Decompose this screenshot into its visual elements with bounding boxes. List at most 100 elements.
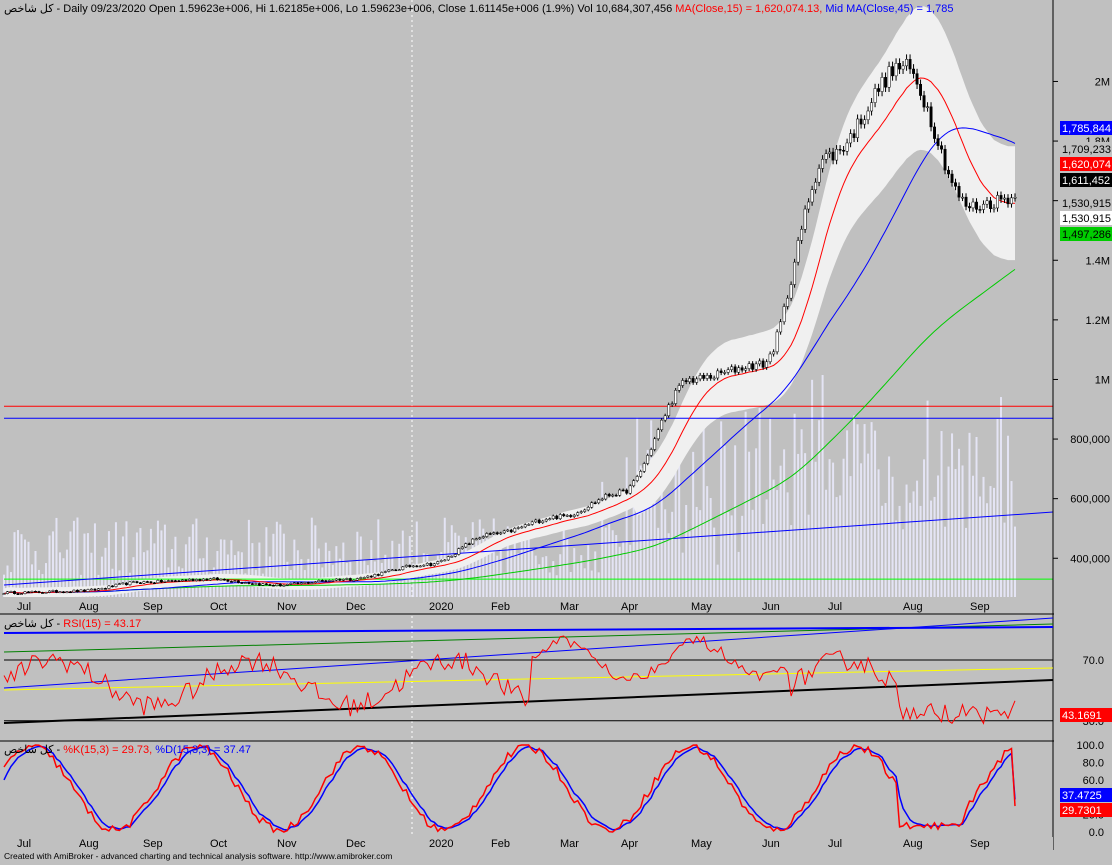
volume-bar bbox=[762, 523, 765, 597]
candle-body bbox=[513, 528, 517, 533]
price-header: كل شاخص - Daily 09/23/2020 Open 1.59623e… bbox=[4, 3, 953, 15]
price-tick-label: 1.4M bbox=[1086, 255, 1110, 267]
rsi-header: كل شاخص - RSI(15) = 43.17 bbox=[4, 618, 141, 630]
volume-bar bbox=[296, 550, 299, 597]
volume-bar bbox=[804, 453, 807, 597]
volume-bar bbox=[76, 517, 79, 597]
volume-bar bbox=[184, 544, 187, 597]
candle-body bbox=[142, 581, 146, 584]
candle-body bbox=[432, 563, 436, 566]
price-tick-label: 800,000 bbox=[1070, 434, 1110, 446]
time-label-bottom: Jun bbox=[762, 838, 780, 850]
price-badge-bg bbox=[1060, 142, 1112, 156]
volume-bar bbox=[3, 574, 5, 597]
volume-bar bbox=[944, 526, 947, 597]
candle-body bbox=[460, 546, 464, 549]
candle-body bbox=[698, 375, 702, 380]
candle-body bbox=[737, 367, 741, 373]
time-label-top: Dec bbox=[346, 601, 366, 613]
candle-body bbox=[758, 360, 762, 365]
time-label-bottom: Nov bbox=[277, 838, 297, 850]
volume-bar bbox=[443, 517, 446, 597]
volume-bar bbox=[6, 565, 9, 597]
candle-body bbox=[590, 502, 594, 508]
candle-body bbox=[79, 589, 83, 593]
volume-bar bbox=[709, 498, 712, 597]
volume-bar bbox=[79, 574, 82, 597]
candle-body bbox=[989, 200, 992, 209]
candle-body bbox=[908, 59, 912, 70]
time-label-top: Sep bbox=[970, 601, 990, 613]
candle-body bbox=[205, 578, 209, 581]
candle-body bbox=[985, 200, 989, 205]
volume-bar bbox=[1000, 397, 1003, 597]
volume-bar bbox=[702, 411, 705, 597]
volume-bar bbox=[954, 469, 957, 597]
candle-body bbox=[782, 306, 786, 323]
volume-bar bbox=[597, 572, 600, 597]
candle-body bbox=[170, 580, 174, 582]
time-label-bottom: Apr bbox=[621, 838, 638, 850]
volume-bar bbox=[569, 572, 572, 597]
volume-bar bbox=[811, 379, 814, 597]
volume-bar bbox=[720, 421, 723, 597]
candle-body bbox=[628, 485, 632, 494]
time-label-bottom: Mar bbox=[560, 838, 579, 850]
candle-body bbox=[684, 380, 688, 383]
candle-body bbox=[457, 548, 461, 555]
time-label-top: Oct bbox=[210, 601, 227, 613]
candle-body bbox=[58, 591, 62, 594]
candle-body bbox=[674, 390, 678, 404]
volume-bar bbox=[13, 532, 16, 597]
candle-body bbox=[926, 106, 929, 109]
candle-body bbox=[198, 579, 202, 581]
candle-body bbox=[506, 529, 510, 532]
price-badge-label: 1,497,286 bbox=[1062, 229, 1111, 241]
volume-bar bbox=[55, 517, 58, 597]
volume-bar bbox=[300, 559, 303, 597]
volume-bar bbox=[982, 476, 985, 597]
volume-bar bbox=[727, 511, 730, 597]
time-label-top: Mar bbox=[560, 601, 579, 613]
volume-bar bbox=[671, 511, 674, 597]
candle-body bbox=[23, 591, 27, 594]
candle-body bbox=[76, 589, 79, 593]
volume-bar bbox=[769, 418, 772, 597]
price-badge-label: 1,785,844 bbox=[1062, 123, 1111, 135]
candle-body bbox=[520, 526, 524, 529]
candle-body bbox=[614, 494, 618, 497]
volume-bar bbox=[846, 430, 849, 597]
candle-body bbox=[212, 577, 216, 580]
candle-body bbox=[964, 196, 968, 207]
volume-bar bbox=[989, 486, 992, 597]
candle-body bbox=[663, 415, 667, 421]
candle-body bbox=[65, 591, 69, 594]
candle-body bbox=[30, 591, 34, 593]
volume-bar bbox=[153, 543, 156, 597]
candle-body bbox=[180, 579, 184, 582]
volume-bar bbox=[93, 523, 96, 597]
candle-body bbox=[299, 582, 303, 585]
candle-body bbox=[796, 240, 800, 263]
volume-bar bbox=[583, 568, 586, 597]
volume-bar bbox=[58, 552, 61, 597]
candle-body bbox=[16, 593, 20, 595]
volume-bar bbox=[237, 551, 240, 597]
candle-body bbox=[562, 514, 566, 517]
volume-bar bbox=[149, 528, 152, 597]
volume-bar bbox=[772, 479, 775, 597]
candle-body bbox=[208, 578, 212, 581]
volume-bar bbox=[107, 531, 110, 597]
volume-bar bbox=[293, 539, 296, 597]
stoch-panel bbox=[3, 744, 1016, 834]
candle-body bbox=[13, 591, 16, 594]
volume-bar bbox=[783, 449, 786, 597]
volume-bar bbox=[895, 520, 898, 597]
time-label-bottom: Dec bbox=[346, 838, 366, 850]
volume-bar bbox=[559, 554, 562, 597]
volume-bar bbox=[695, 506, 698, 597]
candle-body bbox=[145, 581, 149, 583]
time-label-bottom: 2020 bbox=[429, 838, 453, 850]
volume-bar bbox=[114, 522, 117, 597]
candle-body bbox=[163, 581, 167, 583]
